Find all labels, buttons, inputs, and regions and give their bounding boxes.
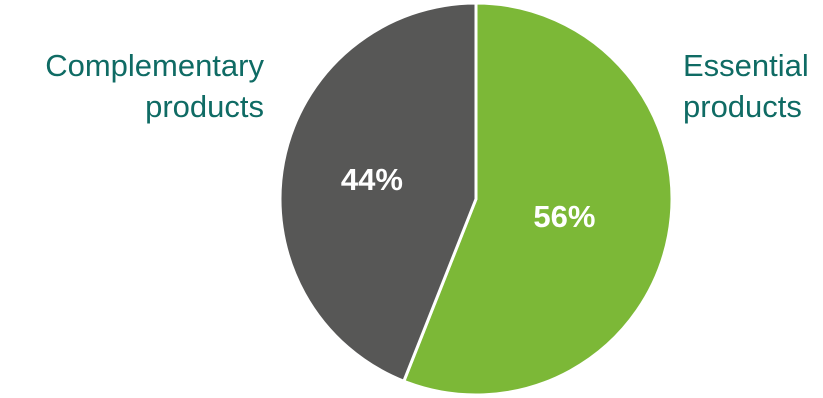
category-label-complementary: Complementary products [45, 48, 264, 124]
category-label-essential-line-1: Essential [683, 48, 809, 83]
pie-slice-essential [402, 1, 674, 397]
category-label-complementary-line-2: products [145, 89, 264, 124]
category-label-essential-line-2: products [683, 89, 802, 124]
pie-slice-complementary [278, 1, 478, 383]
pie-slices [278, 1, 674, 397]
category-label-essential: Essential products [683, 48, 809, 124]
slice-value-label-complementary: 44% [341, 162, 403, 197]
category-label-complementary-line-1: Complementary [45, 48, 264, 83]
slice-value-label-essential: 56% [533, 199, 595, 234]
